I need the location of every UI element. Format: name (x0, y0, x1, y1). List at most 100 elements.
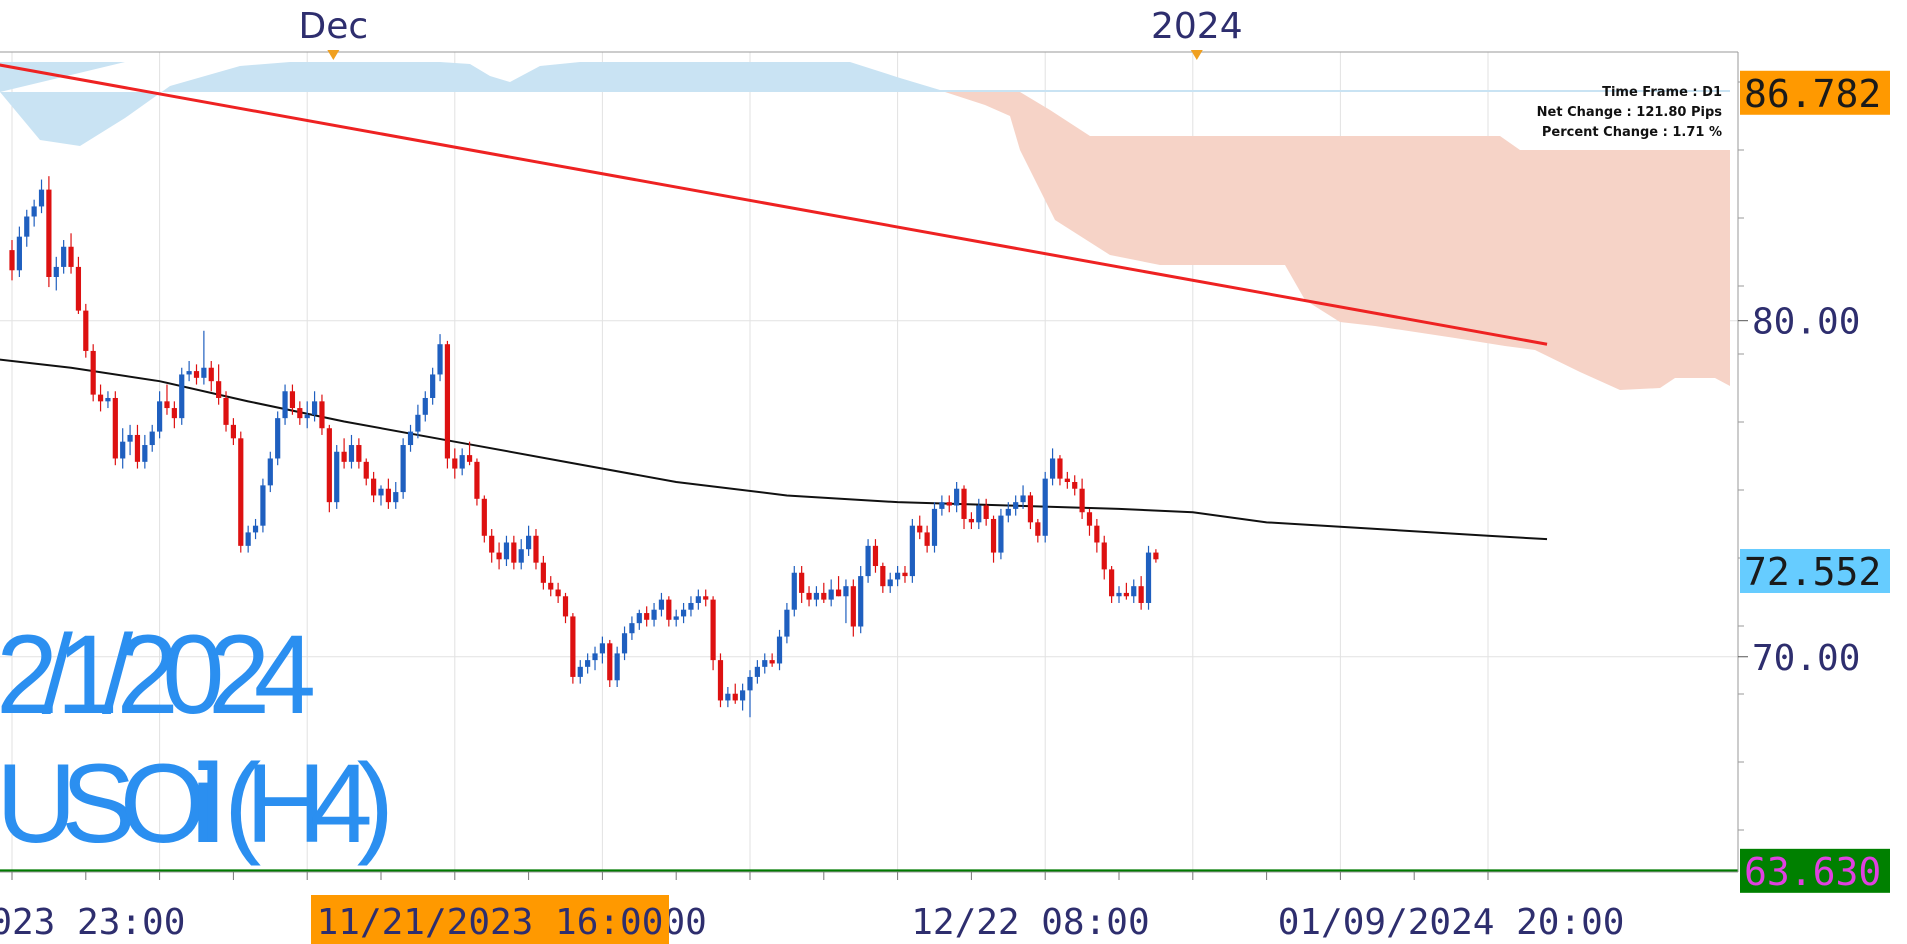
candle-body (68, 246, 74, 267)
candle-body (1027, 495, 1034, 523)
candle-body (1109, 569, 1115, 597)
candle-bearish (208, 361, 214, 392)
candle-bearish (548, 576, 554, 597)
x-tick-label: 11/01/2023 23:00 (0, 902, 185, 943)
candle-body (489, 535, 495, 553)
candle-bearish (481, 495, 487, 543)
candle-bullish (430, 367, 436, 405)
candle-bearish (371, 471, 377, 503)
candle-body (555, 589, 561, 597)
candle-bullish (1049, 448, 1056, 486)
price-axis: 80.00 70.00 (1738, 81, 1860, 831)
candle-bearish (872, 539, 879, 573)
candle-body (371, 478, 377, 496)
candle-body (252, 525, 259, 533)
candle-bullish (393, 482, 399, 509)
candle-body (784, 609, 790, 637)
candle-bearish (644, 606, 650, 627)
candle-body (75, 266, 82, 311)
candle-bearish (732, 683, 738, 704)
candle-body (917, 525, 923, 533)
candle-bearish (297, 401, 303, 425)
candle-bearish (489, 529, 495, 563)
candle-body (430, 374, 436, 398)
candle-body (843, 586, 849, 597)
candle-bullish (1042, 471, 1048, 543)
candle-body (363, 461, 369, 479)
y-tick-label: 80.00 (1752, 302, 1860, 343)
candle-body (452, 458, 458, 469)
candle-bullish (245, 525, 251, 553)
candle-bearish (171, 401, 177, 429)
candle-bullish (1020, 485, 1026, 509)
candle-bullish (747, 670, 753, 718)
crosshair-label-bg (311, 895, 669, 944)
candle-bearish (902, 566, 908, 583)
candle-bearish (1153, 549, 1159, 563)
candle-body (976, 505, 982, 523)
candle-body (1094, 525, 1100, 543)
candle-bullish (776, 629, 783, 671)
candle-body (924, 532, 930, 546)
candle-body (806, 592, 812, 600)
candle-body (754, 666, 760, 677)
candle-bearish (1079, 478, 1085, 519)
candle-body (179, 374, 185, 419)
candle-bullish (636, 609, 642, 630)
candle-bearish (821, 582, 827, 603)
info-percent-change: Percent Change : 1.71 % (1542, 125, 1722, 140)
price-badge-bg (1740, 548, 1890, 593)
candle-bullish (16, 226, 22, 277)
candle-body (599, 643, 605, 654)
candle-body (112, 397, 118, 459)
candle-bullish (791, 566, 797, 617)
candle-body (946, 502, 952, 506)
candle-body (466, 455, 473, 462)
candle-bearish (961, 485, 967, 530)
month-marker-arrow (1190, 50, 1203, 60)
candle-body (157, 401, 163, 432)
candle-body (695, 596, 701, 603)
candle-body (127, 434, 133, 442)
x-tick-label: 01/09/2024 20:00 (1278, 902, 1625, 943)
candle-bearish (880, 562, 886, 593)
candle-bullish (38, 179, 45, 214)
candle-body (348, 445, 355, 462)
candle-body (533, 535, 539, 563)
candle-bearish (496, 542, 502, 570)
candle-bullish (518, 539, 524, 570)
candle-body (1005, 508, 1011, 516)
candle-bearish (1027, 492, 1034, 530)
candle-bearish (1094, 518, 1100, 553)
candle-body (703, 596, 709, 600)
candle-body (267, 458, 273, 486)
candle-bearish (46, 176, 52, 288)
candle-body (238, 438, 244, 546)
candle-body (511, 542, 517, 563)
candle-bearish (570, 613, 576, 684)
price-badge-value: 63.630 (1744, 850, 1881, 894)
candle-bullish (673, 609, 679, 627)
candle-bullish (61, 240, 67, 274)
candle-body (134, 434, 141, 462)
candle-body (1057, 458, 1063, 479)
candle-bearish (444, 340, 451, 469)
candle-bearish (555, 582, 561, 603)
candle-bullish (695, 589, 701, 610)
month-marker-arrow (327, 50, 340, 60)
candle-bullish (629, 616, 635, 640)
candle-body (311, 401, 318, 415)
candle-body (297, 408, 303, 419)
candle-bearish (230, 418, 236, 446)
candle-bearish (341, 438, 347, 469)
candle-bearish (835, 576, 842, 597)
candle-body (459, 455, 465, 469)
candle-bullish (762, 653, 768, 674)
y-tick-label: 70.00 (1752, 638, 1860, 679)
candle-body (1042, 478, 1048, 536)
candle-bullish (895, 566, 901, 587)
candle-body (813, 592, 820, 600)
candle-body (83, 310, 89, 351)
candle-body (725, 693, 731, 701)
